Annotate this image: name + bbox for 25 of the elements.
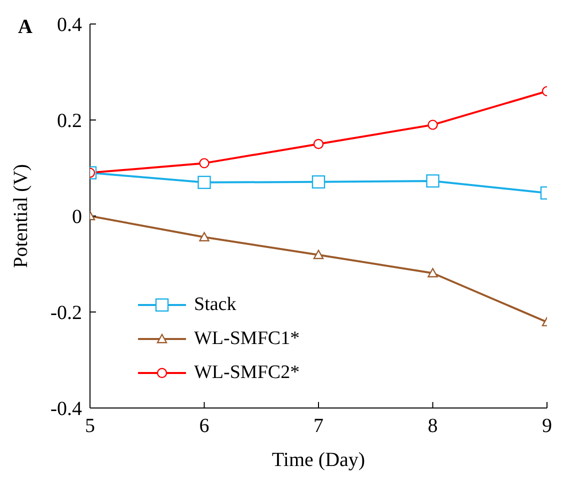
x-tick-label: 7 bbox=[314, 415, 324, 438]
point bbox=[312, 175, 326, 189]
legend-label: Stack bbox=[194, 294, 236, 316]
x-tick-label: 6 bbox=[199, 415, 210, 438]
point bbox=[428, 120, 438, 130]
point bbox=[426, 174, 440, 188]
x-tick-label: 9 bbox=[542, 415, 552, 438]
x-tick-label: 5 bbox=[85, 415, 95, 438]
legend-label: WL-SMFC1* bbox=[194, 328, 300, 350]
point bbox=[313, 138, 324, 150]
point bbox=[428, 268, 438, 278]
y-tick-label: -0.4 bbox=[50, 398, 82, 420]
y-tick-label: 0.4 bbox=[57, 14, 82, 36]
y-tick-label: 0 bbox=[72, 206, 82, 228]
y-axis-title: Potential (V) bbox=[10, 164, 32, 268]
x-axis-title: Time (Day) bbox=[272, 449, 366, 471]
y-tick-label: 0.2 bbox=[57, 110, 82, 132]
point bbox=[313, 250, 324, 260]
y-tick-label: -0.2 bbox=[50, 302, 82, 324]
legend-label: WL-SMFC2* bbox=[194, 362, 300, 384]
text: A bbox=[18, 16, 32, 39]
x-tick-label: 8 bbox=[428, 415, 438, 438]
point bbox=[198, 176, 211, 189]
point bbox=[199, 158, 210, 168]
point bbox=[199, 232, 210, 242]
